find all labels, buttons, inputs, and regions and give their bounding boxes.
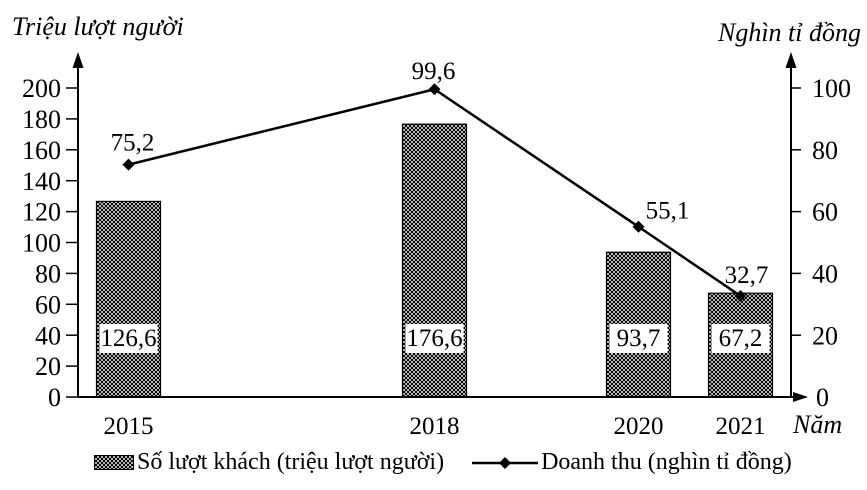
year-label: 2020 [614, 413, 664, 440]
legend-item-revenue: Doanh thu (nghìn tỉ đồng) [472, 449, 792, 476]
revenue-line [128, 87, 742, 297]
year-label: 2015 [104, 413, 154, 440]
line-marker-diamond-icon [734, 289, 747, 302]
left-tick-label: 40 [35, 321, 61, 350]
x-axis-arrow-icon [793, 392, 808, 402]
left-tick-label: 120 [22, 198, 61, 227]
right-axis-arrow-icon [785, 52, 797, 68]
x-axis-title: Năm [793, 410, 843, 439]
year-label: 2018 [410, 413, 460, 440]
right-tick-label: 100 [812, 74, 851, 103]
bar-value-label: 67,2 [719, 325, 763, 352]
line-value-label: 75,2 [111, 130, 155, 157]
bar [401, 123, 468, 398]
bar-value-label-box [609, 324, 668, 353]
left-tick-label: 0 [48, 383, 61, 412]
revenue-line-series [122, 83, 747, 302]
axes [66, 52, 808, 402]
bar-value-label: 176,6 [406, 325, 462, 352]
left-tick-label: 20 [35, 352, 61, 381]
left-axis-title: Triệu lượt người [12, 12, 184, 41]
left-tick-label: 140 [22, 167, 61, 196]
right-tick-label: 60 [812, 198, 838, 227]
left-tick-label: 180 [22, 105, 61, 134]
left-tick-label: 100 [22, 229, 61, 258]
bar-value-label-box [99, 324, 158, 353]
bar-value-label-box [405, 324, 464, 353]
right-tick-label: 0 [816, 383, 829, 412]
bar-value-label-box [711, 324, 770, 353]
right-tick-label: 40 [812, 260, 838, 289]
bar-value-label: 126,6 [100, 325, 156, 352]
plot-area: 126,6 176,6 93,7 67,20204060801001201401601… [22, 52, 851, 440]
left-axis-arrow-icon [72, 52, 84, 68]
line-marker-swatch-icon [472, 456, 539, 469]
bar-value-label: 93,7 [617, 325, 661, 352]
line-value-label: 32,7 [725, 262, 769, 289]
legend-label-visitors: Số lượt khách (triệu lượt người) [137, 449, 445, 475]
legend-label-revenue: Doanh thu (nghìn tỉ đồng) [541, 449, 792, 475]
right-axis-title: Nghìn tỉ đồng [717, 18, 861, 47]
bar [95, 200, 162, 398]
line-value-label: 55,1 [646, 198, 690, 225]
right-tick-label: 80 [812, 136, 838, 165]
line-marker-diamond-icon [122, 158, 135, 171]
legend: Số lượt khách (triệu lượt người) Doanh t… [94, 449, 792, 476]
line-marker-diamond-icon [632, 220, 645, 233]
bars-series [95, 123, 774, 398]
legend-item-visitors: Số lượt khách (triệu lượt người) [94, 449, 444, 476]
line-marker-diamond-icon [428, 83, 441, 96]
right-tick-label: 20 [812, 321, 838, 350]
year-label: 2021 [716, 413, 766, 440]
left-tick-label: 80 [35, 260, 61, 289]
left-tick-label: 160 [22, 136, 61, 165]
left-tick-label: 200 [22, 74, 61, 103]
bar-pattern-swatch-icon [94, 455, 134, 470]
left-tick-label: 60 [35, 290, 61, 319]
line-value-label: 99,6 [412, 58, 456, 85]
